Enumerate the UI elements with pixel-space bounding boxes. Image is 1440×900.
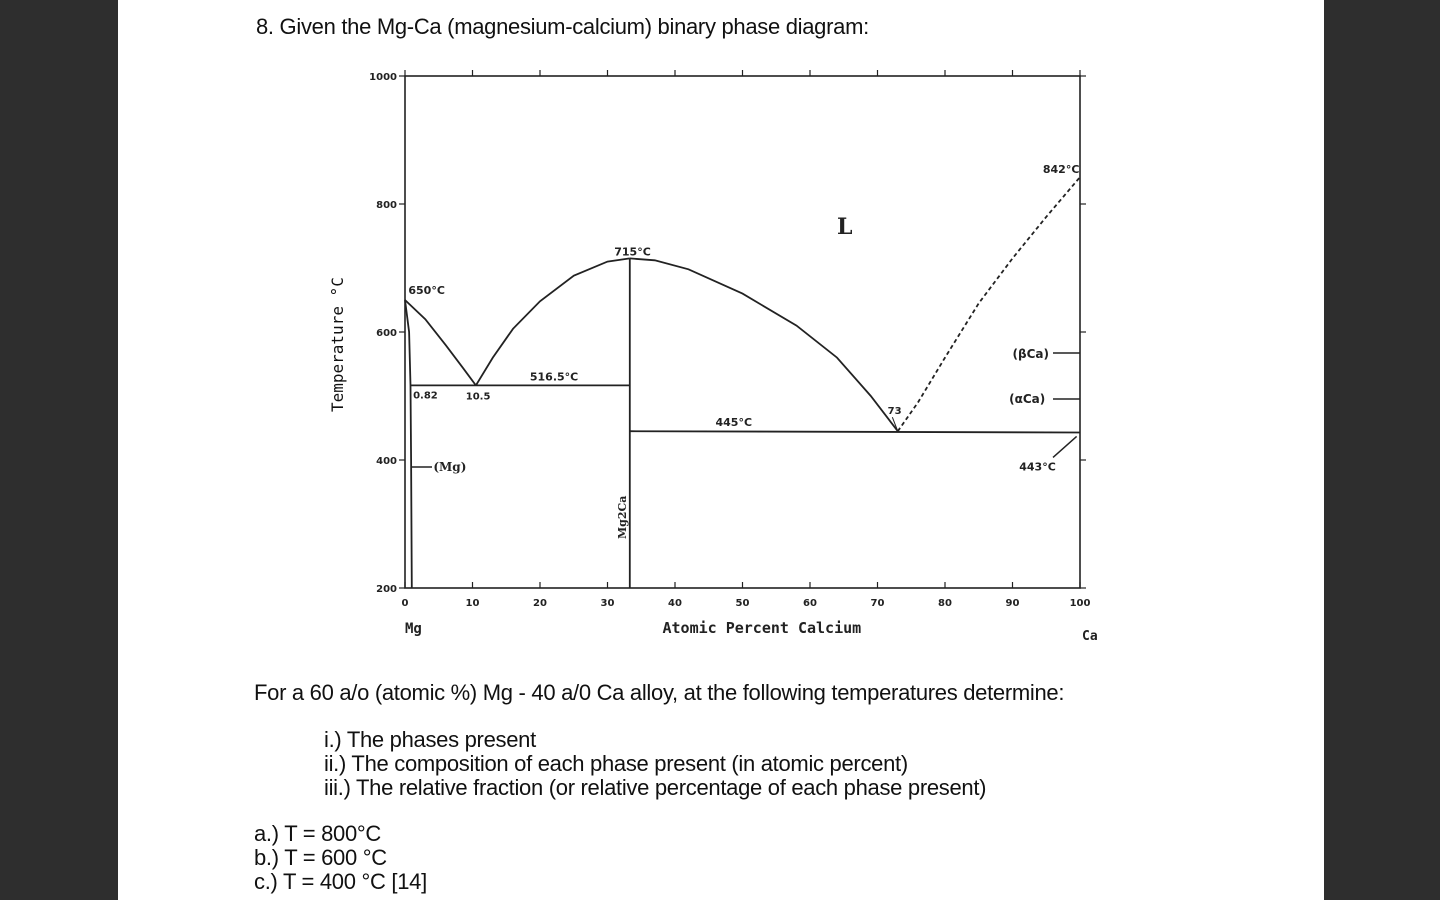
phase-boundary-liquidus-mg: [404, 299, 477, 386]
x-tick-label: 30: [601, 598, 615, 609]
annotation-516: 516.5°C: [530, 370, 578, 383]
phase-boundary-liquidus-mg2ca-right: [629, 257, 899, 432]
case-a: a.) T = 800°C: [254, 821, 381, 846]
beta-ca-label: (βCa): [1013, 347, 1049, 361]
x-tick-label: 40: [668, 598, 682, 609]
x-tick-label: 90: [1006, 598, 1020, 609]
y-tick-label: 200: [376, 584, 397, 595]
plot-frame: [404, 75, 1081, 589]
case-b: b.) T = 600 °C: [254, 845, 387, 870]
subpart-iii: iii.) The relative fraction (or relative…: [324, 775, 987, 800]
question-title: 8. Given the Mg-Ca (magnesium-calcium) b…: [256, 14, 869, 39]
subpart-ii: ii.) The composition of each phase prese…: [324, 751, 908, 776]
annotation-445: 445°C: [716, 416, 753, 429]
document-page: 8. Given the Mg-Ca (magnesium-calcium) b…: [118, 0, 1324, 900]
phase-boundary-eutectic-445: [629, 430, 1081, 434]
x-tick-label: 20: [533, 598, 547, 609]
liquid-region-label: L: [837, 214, 852, 240]
y-tick-label: 800: [376, 200, 397, 211]
y-tick-label: 400: [376, 456, 397, 467]
mg2ca-label: Mg2Ca: [616, 496, 629, 539]
x-tick-label: 60: [803, 598, 817, 609]
annotation-443: 443°C: [1019, 460, 1056, 473]
x-tick-label: 10: [466, 598, 480, 609]
mg-phase-label: (Mg): [433, 460, 466, 474]
annotation-73-pointer: [891, 417, 899, 432]
cases-list: a.) T = 800°C b.) T = 600 °C c.) T = 400…: [254, 822, 427, 894]
subparts-list: i.) The phases present ii.) The composit…: [324, 727, 987, 800]
phase-boundary-liquidus-mg2ca-left: [475, 257, 630, 386]
x-tick-label: 50: [736, 598, 750, 609]
mg-end-label: Mg: [405, 621, 422, 637]
annotation-0.82: 0.82: [413, 390, 438, 401]
y-tick-label: 1000: [369, 72, 397, 83]
subpart-i: i.) The phases present: [324, 727, 536, 752]
y-tick-label: 600: [376, 328, 397, 339]
prompt-text: For a 60 a/o (atomic %) Mg - 40 a/0 Ca a…: [254, 680, 1065, 705]
alpha-ca-label: (αCa): [1009, 392, 1045, 406]
x-tick-label: 70: [871, 598, 885, 609]
phase-boundary-liquidus-ca: [897, 176, 1081, 432]
annotation-73: 73: [888, 406, 902, 417]
x-axis-label: Atomic Percent Calcium: [663, 619, 862, 637]
phase-diagram: 0 10 20 30 40 50 60 70 80 90 100 200 400 600 800 1000 65…: [369, 70, 1098, 644]
case-c: c.) T = 400 °C [14]: [254, 869, 427, 894]
annotation-842: 842°C: [1043, 163, 1080, 176]
annotation-10.5: 10.5: [466, 391, 491, 402]
x-tick-label: 100: [1070, 598, 1091, 609]
annotation-715: 715°C: [614, 245, 651, 258]
x-tick-label: 80: [938, 598, 952, 609]
ca-end-label: Ca: [1082, 629, 1098, 644]
phase-boundary-mg-solvus: [404, 299, 413, 589]
annotation-650: 650°C: [408, 284, 445, 297]
x-tick-label: 0: [402, 598, 409, 609]
annotation-443-arrow: [1052, 435, 1078, 459]
